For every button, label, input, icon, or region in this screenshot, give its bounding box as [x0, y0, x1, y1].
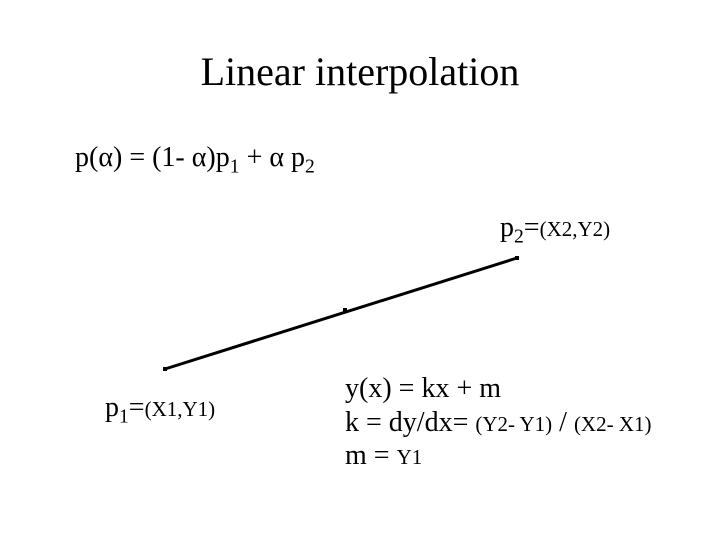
p1-label: p1=(X1,Y1): [105, 392, 215, 429]
p2-label: p2=(X2,Y2): [500, 212, 610, 249]
interpolation-line: [165, 258, 517, 369]
eq-y: y(x) = kx + m: [345, 372, 652, 406]
mid-marker: [343, 308, 347, 312]
p1-marker: [163, 367, 167, 371]
eq-k: k = dy/dx= (Y2- Y1) / (X2- X1): [345, 406, 652, 440]
eq-m: m = Y1: [345, 439, 652, 473]
p2-marker: [515, 256, 519, 260]
line-equations: y(x) = kx + m k = dy/dx= (Y2- Y1) / (X2-…: [345, 372, 652, 473]
